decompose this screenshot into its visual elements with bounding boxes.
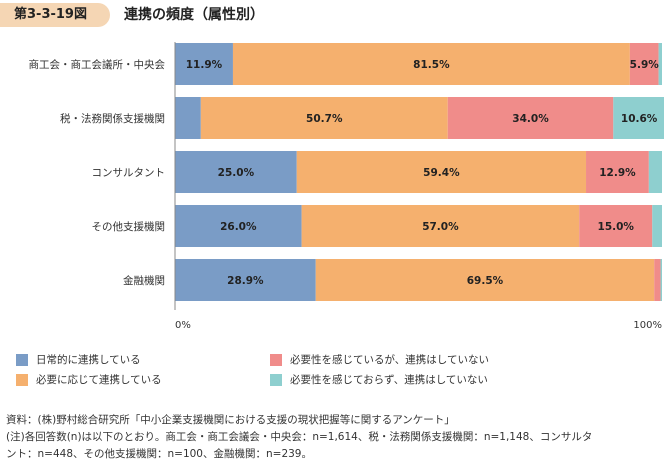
- figure-title: 連携の頻度（属性別）: [124, 7, 264, 23]
- legend-label: 必要性を感じておらず、連携はしていない: [290, 374, 488, 386]
- bar-value-label: 10.6%: [621, 113, 658, 125]
- respondent-note-line-2: ント：n=448、その他支援機関：n=100、金融機関：n=239。: [6, 448, 312, 460]
- bar-segment: [586, 151, 649, 193]
- legend-label: 必要性を感じているが、連携はしていない: [290, 354, 489, 366]
- legend-swatch: [270, 354, 282, 366]
- bar-segment: [629, 43, 659, 85]
- bar-segment: [652, 205, 662, 247]
- notes: 資料：(株)野村総合研究所「中小企業支援機関における支援の現状把握等に関するアン…: [6, 412, 658, 463]
- x-tick-label: 100%: [633, 320, 662, 331]
- bar-value-label: 34.0%: [512, 113, 549, 125]
- bar-segment: [175, 97, 201, 139]
- bar-segment: [175, 259, 316, 301]
- bar-segment: [175, 43, 233, 85]
- bar-value-label: 81.5%: [413, 59, 450, 71]
- x-tick-label: 0%: [175, 320, 191, 331]
- bar-segment: [658, 43, 662, 85]
- bar-segment: [579, 205, 653, 247]
- bar-segment: [175, 151, 297, 193]
- category-label: 税・法務関係支援機関: [60, 112, 165, 125]
- bar-value-label: 15.0%: [598, 221, 635, 233]
- bar-value-label: 26.0%: [220, 221, 257, 233]
- bar-segment: [315, 259, 655, 301]
- legend-swatch: [16, 374, 28, 386]
- stacked-bar-chart: 11.9% 81.5% 5.9% 50.7% 34.0% 10.6% 25.0% 59.4% 1…: [29, 42, 664, 331]
- source-note: 資料：(株)野村総合研究所「中小企業支援機関における支援の現状把握等に関するアン…: [6, 414, 455, 426]
- bar-segment: [447, 97, 614, 139]
- legend-label: 日常的に連携している: [36, 354, 141, 366]
- bar-value-label: 50.7%: [306, 113, 343, 125]
- bar-segment: [175, 205, 302, 247]
- category-label: その他支援機関: [92, 220, 166, 233]
- bar-value-label: 69.5%: [467, 275, 504, 287]
- bar-segment: [232, 43, 630, 85]
- bars-layer: 11.9% 81.5% 5.9% 50.7% 34.0% 10.6% 25.0% 59.4% 1…: [175, 43, 664, 301]
- legend-swatch: [270, 374, 282, 386]
- bar-segment: [301, 205, 580, 247]
- bar-value-label: 12.9%: [599, 167, 636, 179]
- category-label: 商工会・商工会議所・中央会: [29, 58, 166, 71]
- bar-segment: [648, 151, 662, 193]
- figure-header: 第3-3-19図 連携の頻度（属性別）: [0, 0, 664, 30]
- bar-value-label: 59.4%: [423, 167, 460, 179]
- bar-value-label: 25.0%: [218, 167, 255, 179]
- bar-value-label: 5.9%: [630, 59, 660, 71]
- legend-label: 必要に応じて連携している: [36, 374, 162, 386]
- category-label: コンサルタント: [92, 167, 166, 179]
- figure-number-badge: 第3-3-19図: [0, 3, 110, 27]
- x-ticks-layer: 0% 100%: [175, 320, 662, 331]
- bar-value-label: 57.0%: [422, 221, 459, 233]
- bar-segment: [296, 151, 587, 193]
- bar-value-label: 11.9%: [186, 59, 223, 71]
- bar-segment: [200, 97, 448, 139]
- bar-segment: [613, 97, 664, 139]
- bar-segment: [660, 259, 662, 301]
- bar-segment: [654, 259, 661, 301]
- legend-swatch: [16, 354, 28, 366]
- respondent-note-line-1: (注)各回答数(n)は以下のとおり。商工会・商工会議会・中央会：n=1,614、…: [6, 431, 593, 443]
- category-label: 金融機関: [123, 274, 165, 287]
- bar-value-label: 28.9%: [227, 275, 264, 287]
